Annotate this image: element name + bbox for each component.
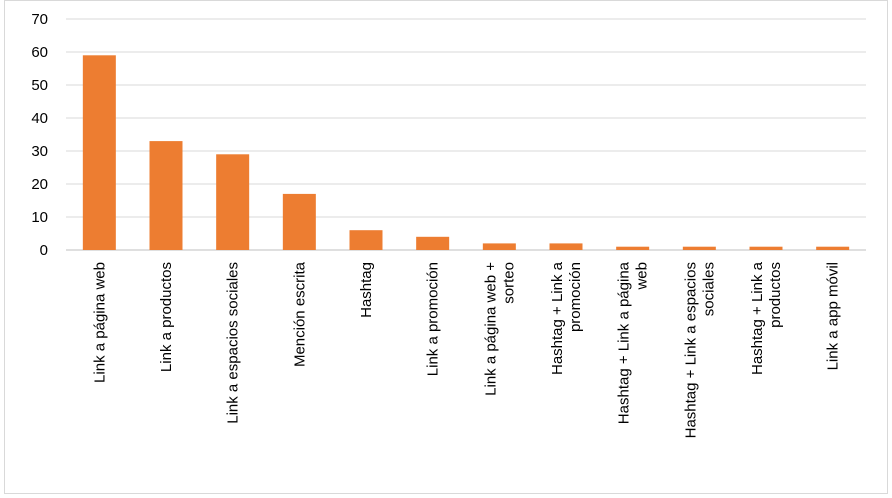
x-category-label: Link a espacios sociales <box>225 262 242 424</box>
x-category-label-line: Mención escrita <box>291 261 308 367</box>
y-axis-ticks: 0 10 20 30 40 50 60 70 <box>31 11 48 259</box>
x-category-label-line: Link a espacios sociales <box>225 262 242 424</box>
y-tick-label: 40 <box>31 110 48 127</box>
bar-4 <box>282 193 316 250</box>
x-category-label: Link a página web +sorteo <box>482 262 517 396</box>
x-category-label-line: Hashtag <box>358 262 375 318</box>
bar-6 <box>416 236 450 250</box>
x-category-label: Link a promoción <box>425 262 442 376</box>
x-category-label: Hashtag + Link a páginaweb <box>616 261 651 424</box>
x-category-label-line: Link a app móvil <box>825 262 842 370</box>
x-category-label-line: Link a página web <box>91 262 108 383</box>
bar-10 <box>682 246 716 250</box>
x-category-label-line: Link a promoción <box>425 262 442 376</box>
x-category-label: Hashtag + Link aproductos <box>749 261 784 375</box>
x-category-label-line: web <box>634 262 651 291</box>
y-tick-label: 20 <box>31 176 48 193</box>
x-category-label-line: Hashtag + Link a <box>549 261 566 375</box>
x-category-label: Mención escrita <box>291 261 308 367</box>
x-category-label: Hashtag <box>358 262 375 318</box>
y-tick-label: 50 <box>31 77 48 94</box>
x-category-label-line: Hashtag + Link a espacios <box>682 262 699 438</box>
bar-2 <box>149 141 183 250</box>
x-category-label-line: sociales <box>700 262 717 316</box>
x-category-label: Link a productos <box>158 262 175 372</box>
bar-1 <box>82 55 116 250</box>
x-category-label-line: Hashtag + Link a <box>749 261 766 375</box>
y-tick-label: 70 <box>31 11 48 28</box>
bar-3 <box>216 154 250 250</box>
bar-8 <box>549 243 583 250</box>
bar-12 <box>816 246 850 250</box>
bars <box>82 55 850 250</box>
x-category-label-line: promoción <box>567 262 584 332</box>
bar-11 <box>749 246 783 250</box>
x-category-label: Hashtag + Link apromoción <box>549 261 584 375</box>
x-category-label-line: Link a productos <box>158 262 175 372</box>
bar-7 <box>482 243 516 250</box>
x-category-label-line: sorteo <box>500 262 517 304</box>
x-category-label: Link a app móvil <box>825 262 842 370</box>
y-tick-label: 60 <box>31 44 48 61</box>
y-tick-label: 30 <box>31 143 48 160</box>
y-tick-label: 10 <box>31 209 48 226</box>
x-category-label-line: Link a página web + <box>482 262 499 396</box>
x-axis-labels: Link a página web Link a productos Link a … <box>91 261 841 438</box>
x-category-label-line: productos <box>767 262 784 328</box>
x-category-label-line: Hashtag + Link a página <box>616 261 633 424</box>
gridlines <box>66 18 866 251</box>
bar-5 <box>349 230 383 250</box>
x-category-label: Link a página web <box>91 262 108 383</box>
bar-9 <box>616 246 650 250</box>
x-category-label: Hashtag + Link a espaciossociales <box>682 262 717 438</box>
y-tick-label: 0 <box>40 242 48 259</box>
